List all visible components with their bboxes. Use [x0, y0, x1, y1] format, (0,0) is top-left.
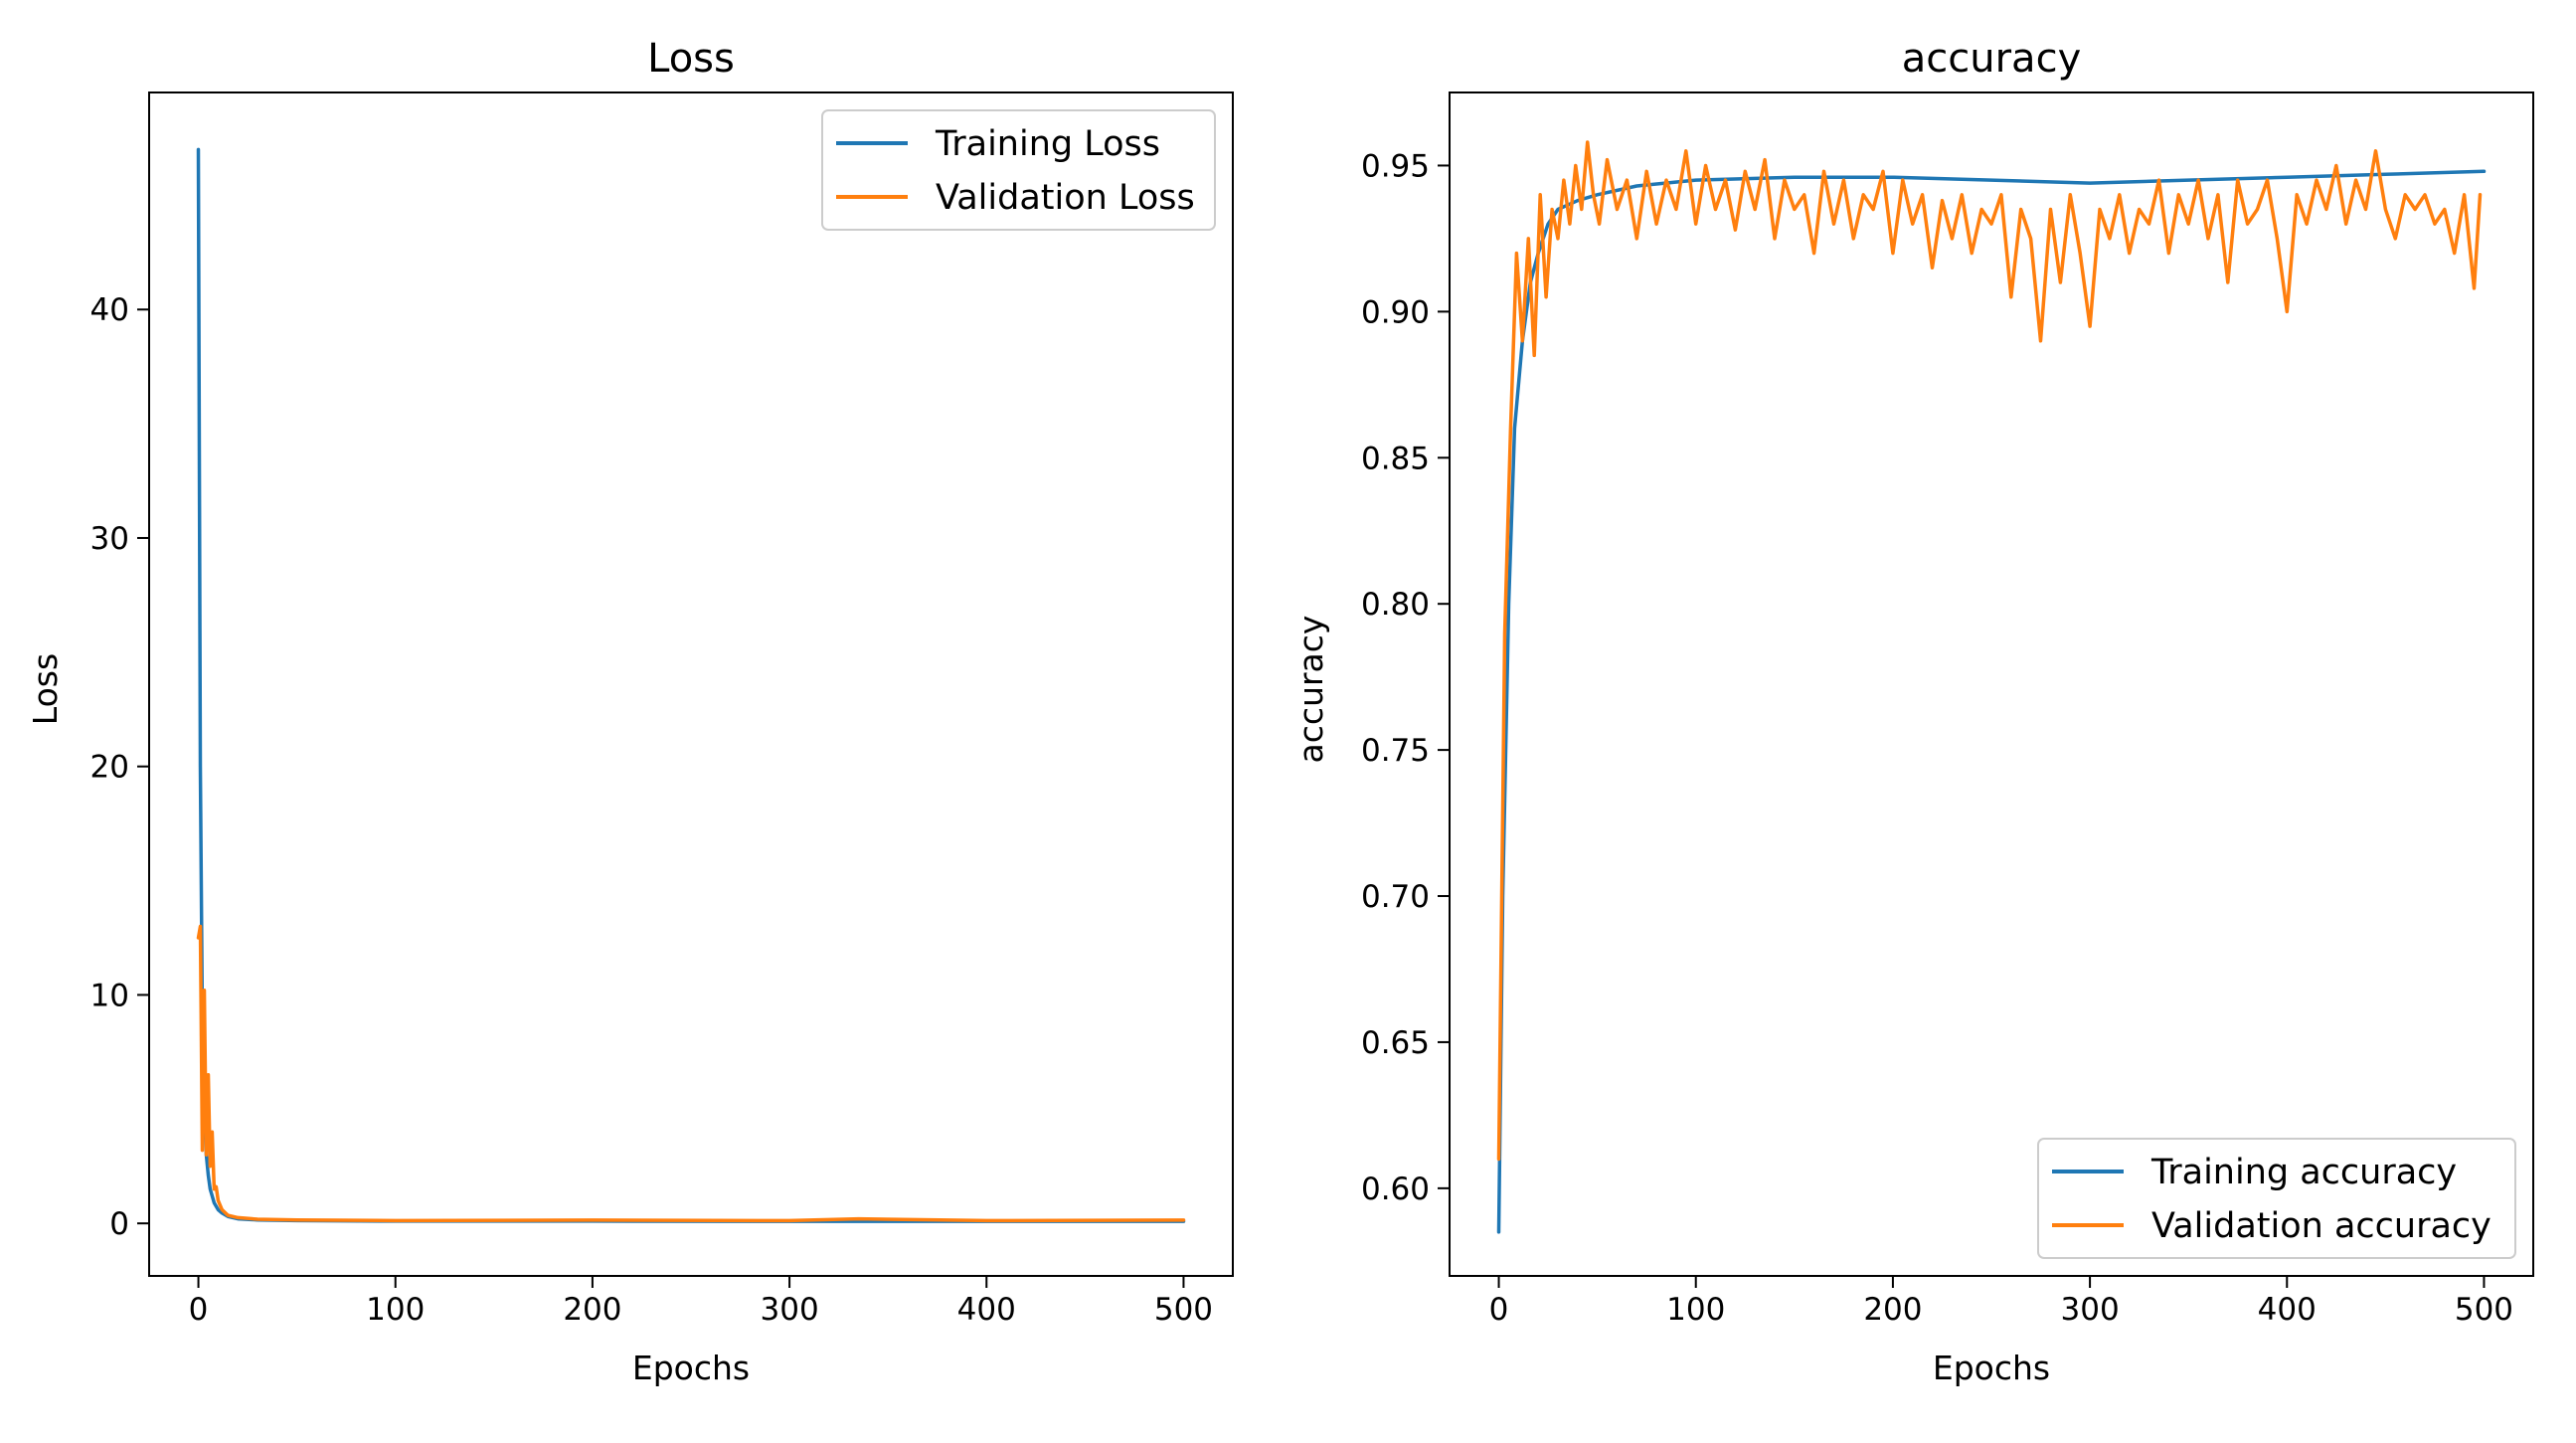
loss-x-tick-label: 200: [563, 1292, 621, 1328]
accuracy-y-tick-label: 0.75: [1361, 733, 1430, 769]
accuracy-x-tick-label: 200: [1863, 1292, 1922, 1328]
loss-y-axis-label: Loss: [26, 653, 65, 725]
accuracy-x-tick-label: 0: [1489, 1292, 1509, 1328]
loss-chart-title: Loss: [647, 36, 735, 82]
loss-x-axis-label: Epochs: [632, 1349, 750, 1387]
accuracy-y-axis-label: accuracy: [1291, 616, 1330, 764]
accuracy-x-tick-label: 100: [1666, 1292, 1725, 1328]
accuracy-legend-label-0: Training accuracy: [2150, 1153, 2457, 1192]
accuracy-plot-lines: [1496, 140, 2487, 1234]
loss-plot-frame: [148, 91, 1234, 1277]
loss-y-tick-label: 40: [90, 292, 129, 328]
accuracy-legend-box: [2037, 1138, 2516, 1259]
loss-y-tick-label: 20: [90, 750, 129, 786]
loss-chart: Loss Epochs Loss 0 100 200 300 400 500 0 10 20 30…: [26, 36, 1234, 1387]
loss-y-tick-label: 10: [90, 978, 129, 1013]
accuracy-y-tick-label: 0.85: [1361, 441, 1430, 476]
loss-y-tick-label: 0: [109, 1206, 129, 1242]
loss-legend: Training Loss Validation Loss: [821, 109, 1216, 231]
loss-y-tick-label: 30: [90, 521, 129, 557]
accuracy-plot-frame: [1449, 91, 2534, 1277]
loss-ticks: 0 100 200 300 400 500 0 10 20 30 40: [90, 292, 1213, 1328]
accuracy-y-tick-label: 0.70: [1361, 879, 1430, 915]
accuracy-series-line-1: [1496, 140, 2483, 1162]
accuracy-y-tick-label: 0.80: [1361, 587, 1430, 623]
accuracy-ticks: 0 100 200 300 400 500 0.60 0.65 0.70 0.75 0.80 0.85…: [1361, 148, 2513, 1328]
accuracy-series-line-0: [1496, 169, 2487, 1234]
loss-x-tick-label: 0: [189, 1292, 209, 1328]
loss-x-tick-label: 500: [1154, 1292, 1213, 1328]
accuracy-x-tick-label: 500: [2455, 1292, 2513, 1328]
accuracy-y-tick-label: 0.60: [1361, 1172, 1430, 1207]
accuracy-chart: accuracy Epochs accuracy 0 100 200 300 400 50…: [1291, 36, 2534, 1387]
loss-plot-lines: [196, 147, 1186, 1223]
accuracy-x-tick-label: 400: [2258, 1292, 2317, 1328]
loss-series-line-1: [196, 924, 1186, 1223]
loss-x-tick-label: 100: [366, 1292, 425, 1328]
accuracy-legend: Training accuracy Validation accuracy: [2037, 1138, 2516, 1259]
loss-x-tick-label: 300: [761, 1292, 819, 1328]
loss-legend-label-1: Validation Loss: [936, 178, 1195, 218]
loss-legend-box: [821, 109, 1216, 231]
accuracy-legend-label-1: Validation accuracy: [2151, 1206, 2491, 1246]
accuracy-y-tick-label: 0.90: [1361, 294, 1430, 330]
accuracy-y-tick-label: 0.65: [1361, 1025, 1430, 1061]
accuracy-x-axis-label: Epochs: [1933, 1349, 2050, 1387]
accuracy-chart-title: accuracy: [1902, 36, 2081, 82]
accuracy-x-tick-label: 300: [2061, 1292, 2120, 1328]
loss-legend-label-0: Training Loss: [935, 124, 1160, 164]
loss-x-tick-label: 400: [957, 1292, 1016, 1328]
accuracy-y-tick-label: 0.95: [1361, 148, 1430, 184]
